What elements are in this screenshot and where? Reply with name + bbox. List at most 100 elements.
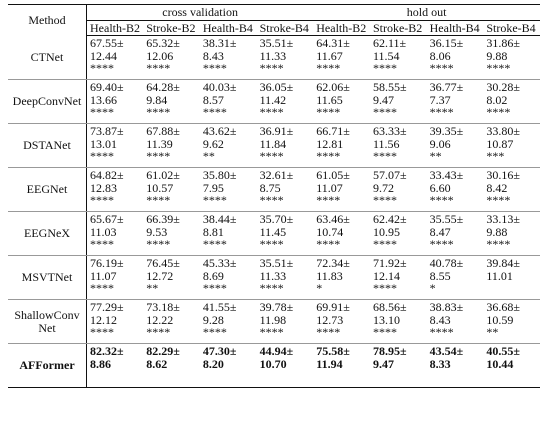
cell-line: 13.66 bbox=[90, 92, 117, 107]
column-header: Stroke-B2 bbox=[369, 20, 427, 36]
cell-line: ** bbox=[486, 325, 499, 339]
cell-line: **** bbox=[259, 149, 284, 163]
cell-line: 12.73 bbox=[316, 312, 344, 327]
value-cell: 33.43± 6.60 **** bbox=[426, 167, 484, 212]
cell-line: **** bbox=[146, 149, 171, 163]
table-row: DSTANet 73.87± 13.01 **** 67.88± 11.39 **** 43.… bbox=[8, 123, 540, 168]
cell-line: 11.07 bbox=[90, 268, 117, 283]
value-cell: 77.29± 12.12 **** bbox=[86, 299, 144, 344]
cell-line: 38.83± bbox=[429, 300, 464, 314]
cell-line: 64.82± bbox=[90, 168, 124, 182]
method-cell: EEGNeX bbox=[8, 211, 87, 256]
cell-line: 10.74 bbox=[316, 224, 344, 239]
value-cell: 58.55± 9.47 **** bbox=[369, 79, 427, 124]
cell-line: 9.06 bbox=[429, 136, 451, 151]
cell-line: **** bbox=[429, 237, 454, 251]
cell-line: 12.06 bbox=[146, 48, 174, 63]
cell-line: 11.56 bbox=[372, 136, 400, 151]
cell-line: **** bbox=[429, 105, 454, 119]
value-cell: 69.91± 12.73 **** bbox=[313, 299, 370, 344]
value-cell: 82.32± 8.86 bbox=[86, 343, 144, 388]
value-cell: 66.71± 12.81 **** bbox=[313, 123, 370, 168]
method-cell: DSTANet bbox=[8, 123, 87, 168]
cell-line: 32.61± bbox=[259, 168, 294, 182]
cell-line: 38.44± bbox=[202, 212, 237, 226]
cell-line: 9.47 bbox=[372, 92, 394, 107]
cell-line: 10.57 bbox=[146, 180, 174, 195]
method-cell: ShallowConvNet bbox=[8, 299, 87, 344]
cell-line: 82.29± bbox=[146, 344, 180, 358]
cell-line: **** bbox=[202, 325, 227, 339]
cell-line: 7.95 bbox=[202, 180, 224, 195]
value-cell: 38.31± 8.43 **** bbox=[199, 35, 257, 80]
value-cell: 33.13± 9.88 **** bbox=[483, 211, 540, 256]
cell-line: 9.62 bbox=[202, 136, 224, 151]
cell-line: 36.68± bbox=[486, 300, 520, 314]
table-header: Method cross validation hold out Health-… bbox=[8, 4, 540, 36]
group-header: hold out bbox=[313, 4, 540, 21]
cell-line: 68.56± bbox=[372, 300, 407, 314]
cell-line: 62.11± bbox=[372, 36, 407, 50]
table-row: EEGNeX 65.67± 11.03 **** 66.39± 9.53 **** 38.44… bbox=[8, 211, 540, 256]
cell-line: 9.72 bbox=[372, 180, 394, 195]
cell-line: 12.12 bbox=[90, 312, 117, 327]
cell-line: **** bbox=[202, 237, 227, 251]
cell-line: 11.01 bbox=[486, 268, 513, 283]
cell-line: 76.45± bbox=[146, 256, 180, 270]
cell-line: 8.20 bbox=[202, 356, 224, 371]
cell-line: 62.42± bbox=[372, 212, 407, 226]
cell-line: 6.60 bbox=[429, 180, 451, 195]
column-header: Health-B2 bbox=[313, 20, 370, 36]
cell-line: 11.33 bbox=[259, 48, 287, 63]
cell-line: 10.95 bbox=[372, 224, 400, 239]
value-cell: 35.51± 11.33 **** bbox=[256, 255, 314, 300]
cell-line: 33.80± bbox=[486, 124, 520, 138]
cell-line: 11.98 bbox=[259, 312, 287, 327]
value-cell: 31.86± 9.88 **** bbox=[483, 35, 540, 80]
cell-line: 10.70 bbox=[259, 356, 287, 371]
cell-line: 8.69 bbox=[202, 268, 224, 283]
cell-line: **** bbox=[429, 193, 454, 207]
cell-line: **** bbox=[259, 193, 284, 207]
cell-line: 11.03 bbox=[90, 224, 117, 239]
column-header: Stroke-B2 bbox=[143, 20, 200, 36]
cell-line: 8.06 bbox=[429, 48, 451, 63]
cell-line: 63.46± bbox=[316, 212, 350, 226]
cell-line: 64.28± bbox=[146, 80, 180, 94]
cell-line: **** bbox=[486, 105, 511, 119]
value-cell: 40.03± 8.57 **** bbox=[199, 79, 257, 124]
cell-line: 12.83 bbox=[90, 180, 117, 195]
table-body: CTNet 67.55± 12.44 **** 65.32± 12.06 **** 38.31… bbox=[8, 35, 540, 388]
cell-line: **** bbox=[316, 237, 341, 251]
cell-line: 45.33± bbox=[202, 256, 237, 270]
cell-line: **** bbox=[90, 325, 114, 339]
cell-line: 8.75 bbox=[259, 180, 281, 195]
method-cell: CTNet bbox=[8, 35, 87, 80]
cell-line: **** bbox=[316, 105, 341, 119]
value-cell: 76.45± 12.72 ** bbox=[143, 255, 200, 300]
value-cell: 39.78± 11.98 **** bbox=[256, 299, 314, 344]
cell-line: 82.32± bbox=[90, 344, 124, 358]
cell-line: 61.02± bbox=[146, 168, 180, 182]
cell-line: 11.33 bbox=[259, 268, 287, 283]
cell-line: 39.78± bbox=[259, 300, 294, 314]
table-row: MSVTNet 76.19± 11.07 **** 76.45± 12.72 ** 45.33… bbox=[8, 255, 540, 300]
value-cell: 40.78± 8.55 * bbox=[426, 255, 484, 300]
cell-line: 77.29± bbox=[90, 300, 124, 314]
cell-line: 8.43 bbox=[429, 312, 451, 327]
page: Method cross validation hold out Health-… bbox=[0, 4, 547, 423]
cell-line: **** bbox=[372, 281, 397, 295]
cell-line: **** bbox=[90, 105, 114, 119]
value-cell: 40.55± 10.44 bbox=[483, 343, 540, 388]
cell-line: **** bbox=[146, 325, 171, 339]
value-cell: 38.44± 8.81 **** bbox=[199, 211, 257, 256]
cell-line: 69.40± bbox=[90, 80, 124, 94]
value-cell: 68.56± 13.10 **** bbox=[369, 299, 427, 344]
cell-line: 65.67± bbox=[90, 212, 124, 226]
cell-line: 38.31± bbox=[202, 36, 237, 50]
value-cell: 66.39± 9.53 **** bbox=[143, 211, 200, 256]
cell-line: 43.54± bbox=[429, 344, 464, 358]
cell-line: ** bbox=[146, 281, 159, 295]
cell-line: **** bbox=[259, 281, 284, 295]
results-table: Method cross validation hold out Health-… bbox=[8, 4, 540, 388]
